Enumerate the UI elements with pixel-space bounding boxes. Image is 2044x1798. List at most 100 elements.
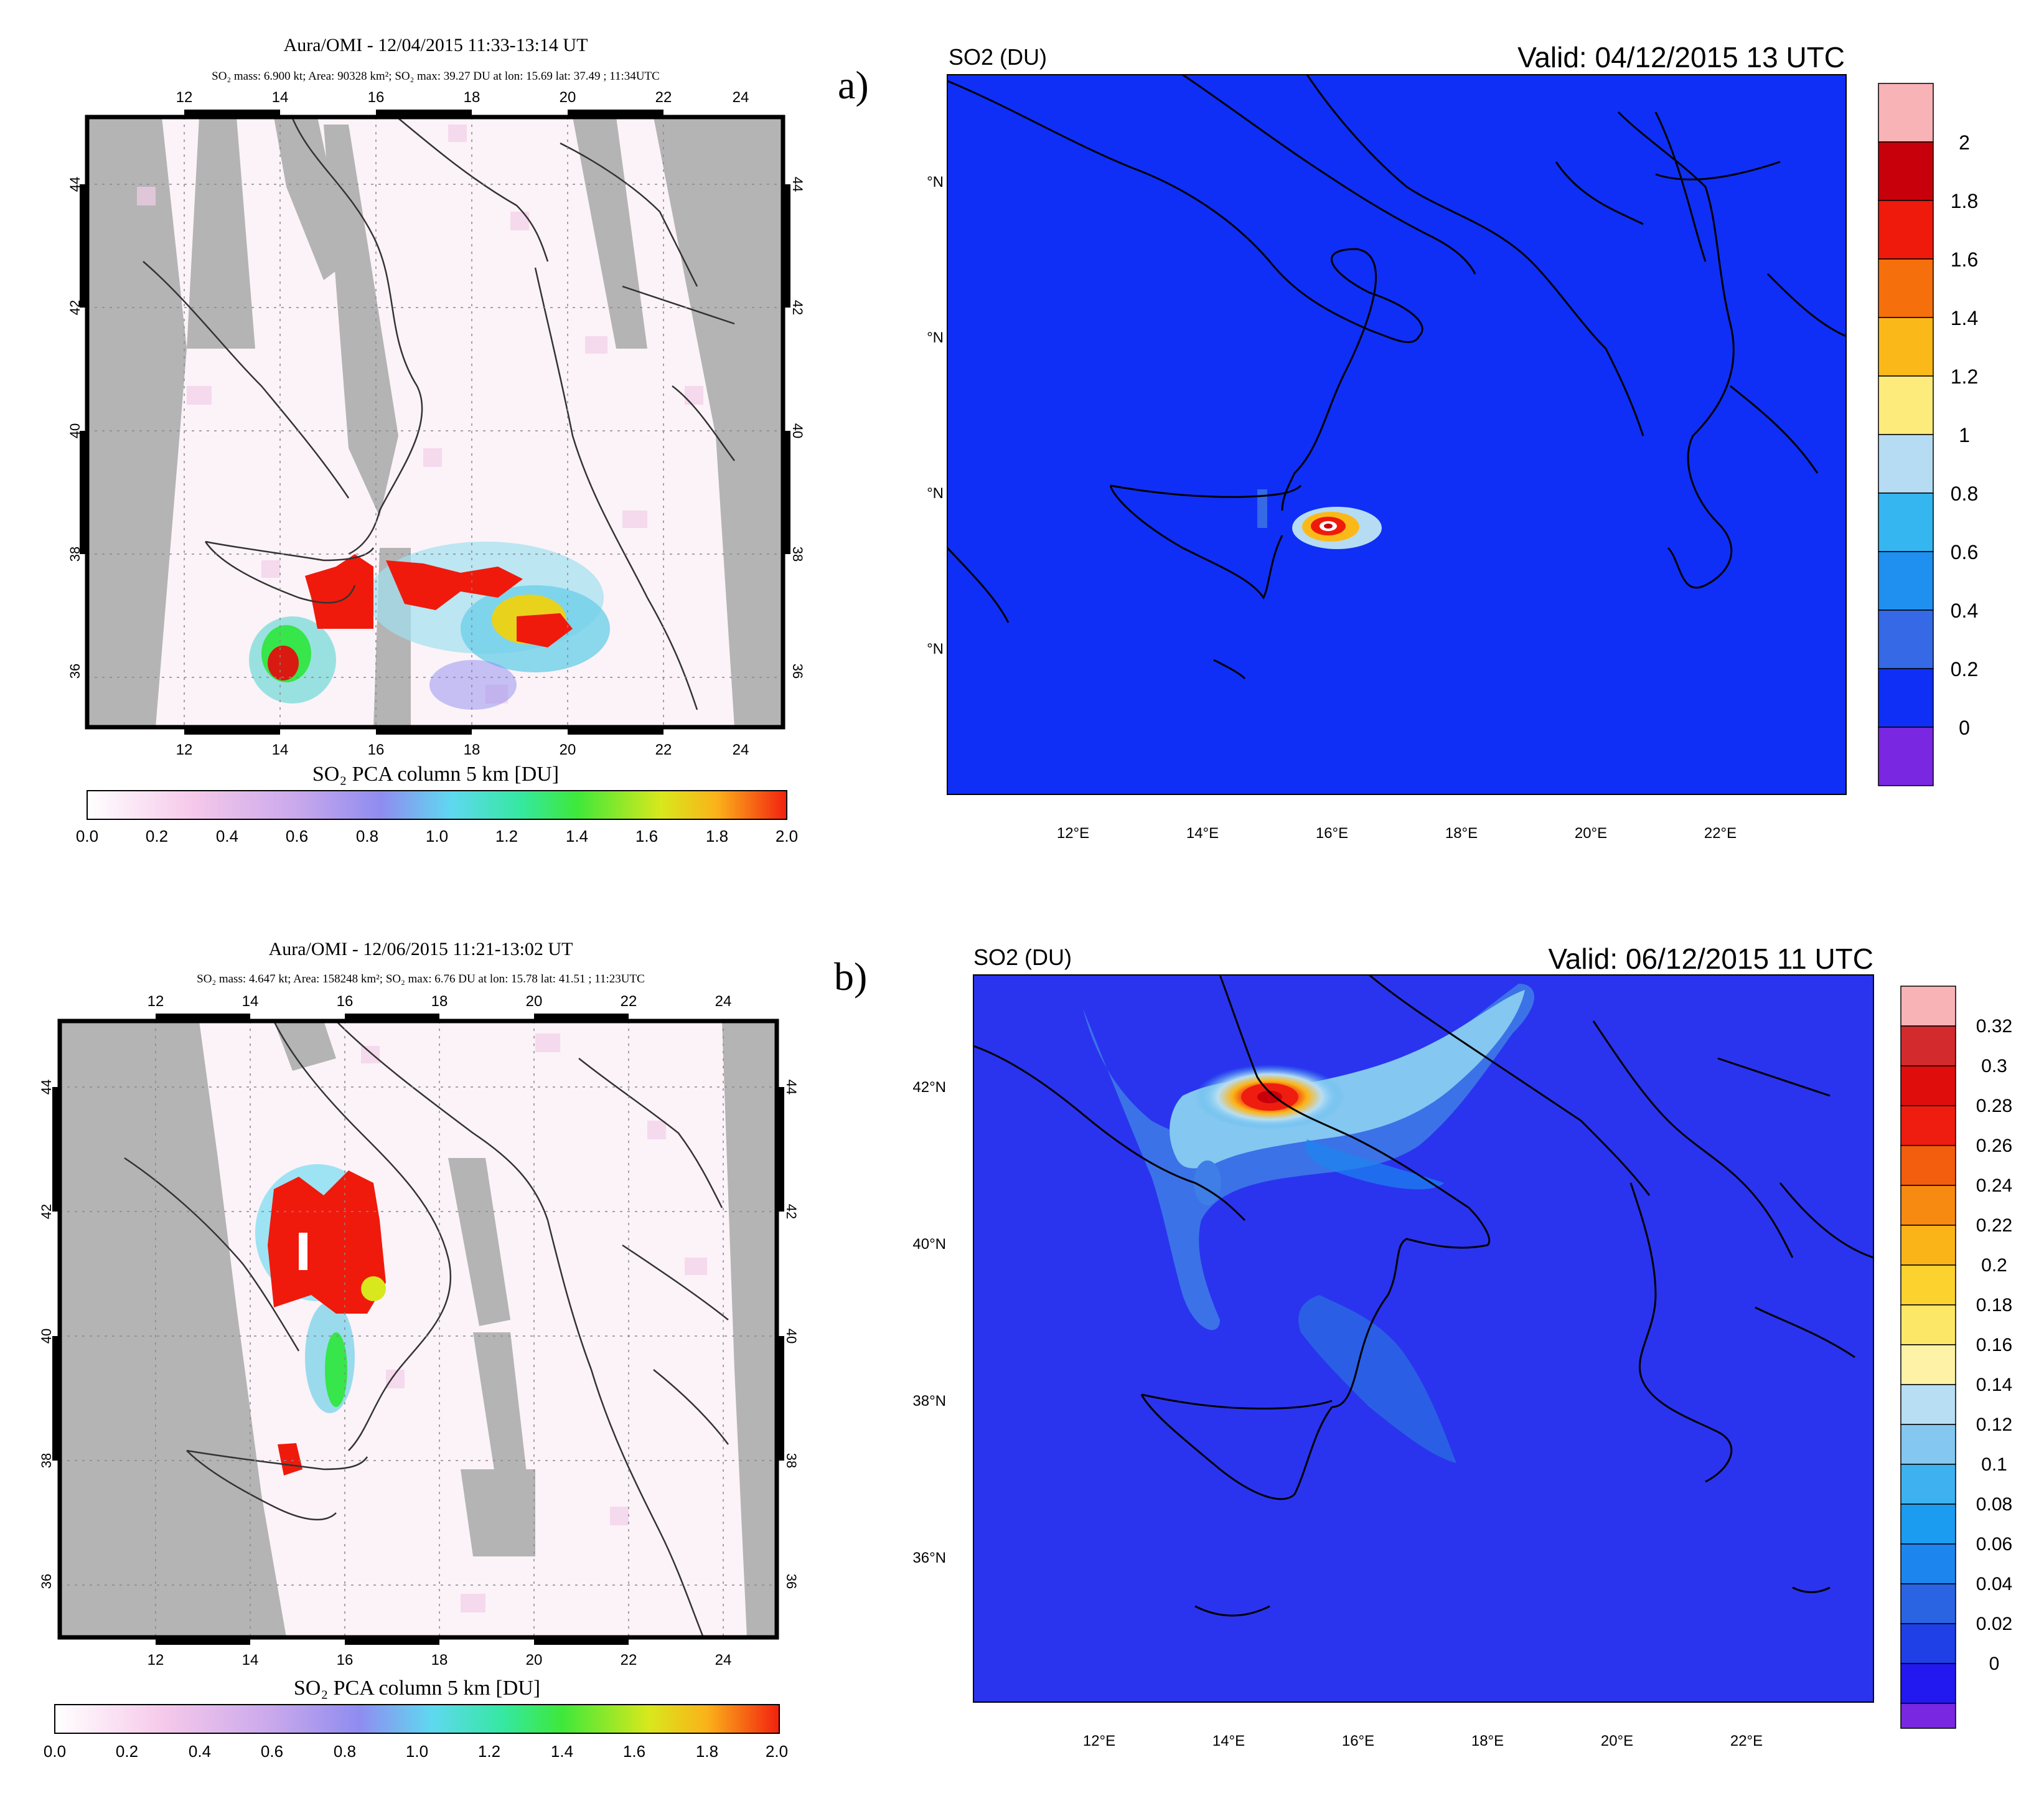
colorbar-tick: 0.3 (1981, 1056, 2007, 1076)
colorbar-tick: 2.0 (766, 1742, 788, 1761)
colorbar-tick: 1.4 (1951, 307, 1978, 329)
lon-tick: 14 (242, 1652, 259, 1669)
colorbar-tick: 0.04 (1976, 1574, 2012, 1594)
omi-coastlines (143, 118, 736, 710)
lat-tick: 38 (67, 547, 83, 562)
colorbar-tick: 0.6 (261, 1742, 283, 1761)
colorbar-tick: 1.8 (706, 827, 728, 845)
model-panel-a: SO2 (DU) Valid: 04/12/2015 13 UTC (927, 41, 1978, 842)
omi-map-border-checks (52, 1014, 784, 1645)
omi-title: Aura/OMI - 12/04/2015 11:33-13:14 UT (284, 35, 588, 55)
omi-lat-ticks-right: 44 42 40 38 36 (784, 1080, 799, 1589)
lon-tick: 14°E (1186, 825, 1219, 842)
model-lon-ticks: 12°E 14°E 16°E 18°E 20°E 22°E (1057, 825, 1737, 842)
omi-coastlines (124, 1021, 729, 1637)
colorbar-tick: 1.0 (426, 827, 448, 845)
omi-colorbar-title: SO₂ PCA column 5 km [DU] (312, 763, 559, 786)
omi-so2-plume (249, 542, 610, 710)
colorbar-tick: 0.4 (1951, 600, 1978, 622)
colorbar-tick: 0.4 (216, 827, 238, 845)
lon-tick: 20°E (1601, 1733, 1633, 1749)
lon-tick: 18 (464, 89, 481, 106)
model-colorbar-ticks: 2 1.8 1.6 1.4 1.2 1 0.8 0.6 0.4 0.2 0 (1951, 131, 1978, 739)
colorbar-tick: 0.6 (286, 827, 308, 845)
omi-lon-ticks-top: 12 14 16 18 20 22 24 (148, 993, 732, 1010)
model-lat-ticks: 42°N 40°N 38°N 36°N (912, 1079, 946, 1566)
lon-tick: 22 (655, 741, 672, 758)
model-panel-b: SO2 (DU) Valid: 06/12/2015 11 UTC (912, 943, 2012, 1749)
lon-tick: 14°E (1212, 1733, 1245, 1749)
lon-tick: 18 (431, 1652, 448, 1669)
omi-background-noise (361, 1033, 707, 1612)
colorbar-tick: 0.2 (1951, 658, 1978, 680)
model-colorbar (1900, 986, 1956, 1729)
colorbar-tick: 0.14 (1976, 1375, 2012, 1395)
colorbar-tick: 0.32 (1976, 1016, 2012, 1037)
lat-tick: 38 (790, 547, 805, 562)
lat-tick: °N (927, 485, 944, 502)
lat-tick: 42 (784, 1204, 799, 1219)
lat-tick: 44 (39, 1080, 54, 1094)
colorbar-tick: 0 (1959, 717, 1970, 739)
lat-tick: 38 (39, 1453, 54, 1468)
model-lon-ticks: 12°E 14°E 16°E 18°E 20°E 22°E (1083, 1733, 1763, 1749)
omi-panel-a: Aura/OMI - 12/04/2015 11:33-13:14 UT SO₂… (67, 35, 805, 845)
model-so2-plume (1257, 489, 1382, 549)
colorbar-tick: 0.4 (189, 1742, 211, 1761)
lat-tick: 42 (67, 300, 83, 315)
lon-tick: 20°E (1575, 825, 1607, 842)
lon-tick: 16 (337, 993, 354, 1010)
colorbar-tick: 0.2 (116, 1742, 138, 1761)
lat-tick: 36 (784, 1574, 799, 1589)
colorbar-tick: 0.18 (1976, 1295, 2012, 1316)
lat-tick: °N (927, 641, 944, 657)
lon-tick: 20 (560, 89, 576, 106)
colorbar-tick: 1.8 (1951, 190, 1978, 212)
lon-tick: 20 (526, 993, 543, 1010)
omi-lat-ticks-right: 44 42 40 38 36 (790, 177, 805, 679)
omi-so2-plume (255, 1164, 386, 1476)
lat-tick: 40 (39, 1329, 54, 1344)
colorbar-tick: 0.24 (1976, 1175, 2012, 1196)
lon-tick: 22°E (1704, 825, 1737, 842)
lon-tick: 12°E (1057, 825, 1089, 842)
colorbar-tick: 1.2 (1951, 365, 1978, 388)
colorbar-tick: 0.08 (1976, 1494, 2012, 1515)
omi-subtitle: SO₂ mass: 6.900 kt; Area: 90328 km²; SO₂… (212, 70, 660, 83)
lon-tick: 22 (621, 993, 637, 1010)
colorbar-tick: 1.6 (623, 1742, 645, 1761)
colorbar-tick: 0 (1989, 1654, 2000, 1674)
colorbar-tick: 1.6 (1951, 248, 1978, 271)
omi-lon-ticks-bottom: 12 14 16 18 20 22 24 (176, 741, 749, 758)
lon-tick: 20 (560, 741, 576, 758)
model-coastlines (947, 75, 1846, 680)
lon-tick: 14 (272, 89, 289, 106)
colorbar-tick: 0.8 (1951, 482, 1978, 505)
lon-tick: 12°E (1083, 1733, 1115, 1749)
lon-tick: 16°E (1316, 825, 1348, 842)
omi-gridlines (87, 117, 783, 727)
omi-map-border-checks (80, 110, 790, 735)
omi-lat-ticks-left: 44 42 40 38 36 (39, 1080, 54, 1589)
omi-panel-b: Aura/OMI - 12/06/2015 11:21-13:02 UT SO₂… (39, 939, 799, 1761)
colorbar-tick: 2.0 (776, 827, 798, 845)
colorbar-tick: 0.6 (1951, 541, 1978, 563)
colorbar-tick: 1.2 (495, 827, 518, 845)
lon-tick: 24 (715, 1652, 732, 1669)
colorbar-tick: 0.02 (1976, 1614, 2012, 1634)
lon-tick: 12 (148, 993, 164, 1010)
lat-tick: °N (927, 174, 944, 191)
model-map-frame (947, 74, 1847, 795)
omi-title: Aura/OMI - 12/06/2015 11:21-13:02 UT (269, 939, 573, 959)
colorbar-tick: 0.16 (1976, 1335, 2012, 1355)
lat-tick: 40 (67, 423, 83, 438)
model-map-background (947, 75, 1846, 794)
lat-tick: °N (927, 329, 944, 346)
panel-label-b: b) (834, 954, 867, 999)
lon-tick: 16 (337, 1652, 354, 1669)
colorbar-tick: 1.4 (566, 827, 588, 845)
lat-tick: 36 (39, 1574, 54, 1589)
lat-tick: 38 (784, 1453, 799, 1468)
lon-tick: 14 (242, 993, 259, 1010)
omi-lat-ticks-left: 44 42 40 38 36 (67, 177, 83, 679)
